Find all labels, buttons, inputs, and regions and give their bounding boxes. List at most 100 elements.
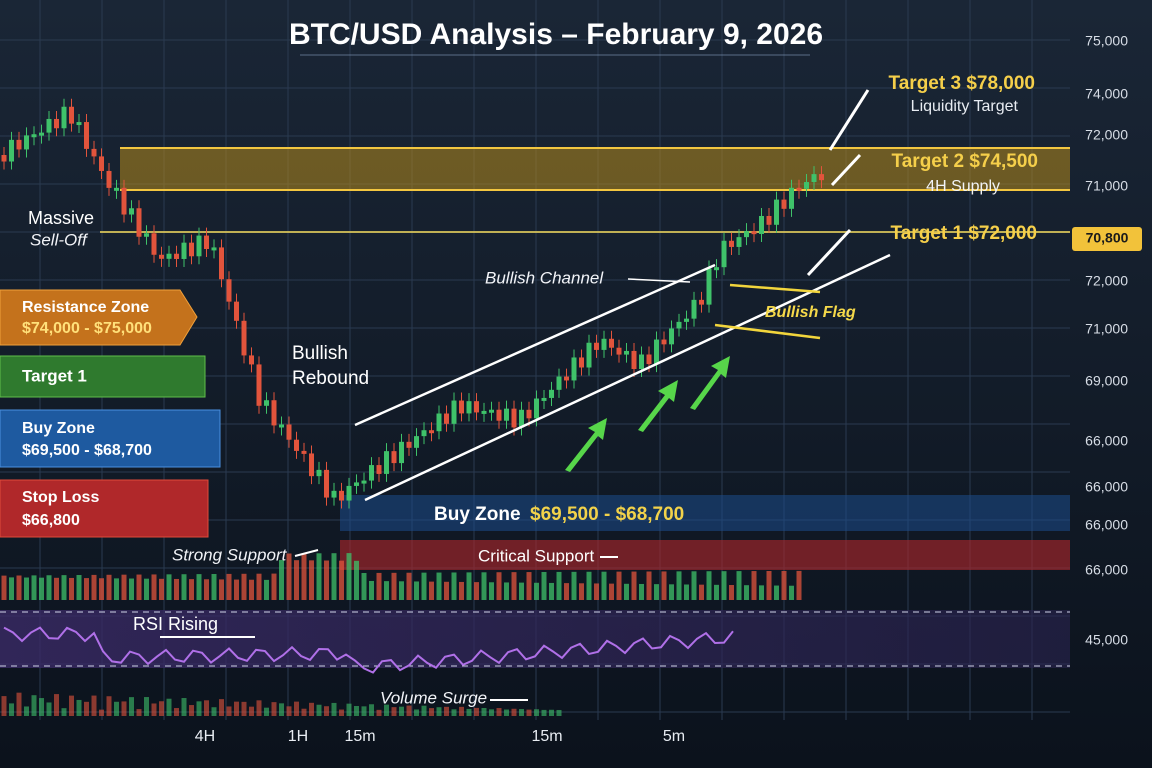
candle-body — [819, 174, 824, 181]
volume-bar — [76, 699, 82, 716]
volume-bar — [534, 582, 539, 600]
volume-bar — [466, 572, 472, 600]
candle-body — [354, 482, 359, 486]
volume-bar — [279, 560, 284, 600]
volume-bar — [159, 701, 164, 716]
volume-bar — [541, 709, 547, 716]
candle-body — [121, 187, 127, 215]
volume-bar — [481, 572, 487, 600]
volume-bar — [234, 579, 239, 600]
candle-body — [181, 242, 187, 259]
volume-bar — [526, 572, 532, 600]
candle-body — [219, 247, 224, 280]
candle-body — [316, 469, 322, 477]
volume-bar — [519, 709, 524, 716]
candle-body — [346, 485, 352, 501]
candle-body — [669, 328, 674, 345]
candle-body — [331, 490, 337, 498]
timeframe: 15m — [344, 728, 375, 745]
target-label: Target 1 $72,000 — [891, 223, 1037, 244]
volume-bar — [166, 574, 172, 600]
volume-bar — [249, 706, 254, 716]
price-label: 71,000 — [1085, 178, 1128, 194]
price-label: 69,000 — [1085, 373, 1128, 389]
candle-body — [99, 156, 104, 171]
volume-bar — [76, 575, 82, 600]
candle-body — [294, 439, 299, 451]
panel-range: $69,500 - $68,700 — [22, 442, 152, 459]
volume-bar — [624, 583, 629, 600]
candle-body — [309, 453, 314, 477]
volume-bar — [346, 703, 352, 716]
volume-bar — [414, 581, 419, 600]
candle-body — [144, 233, 149, 237]
candle-body — [376, 465, 382, 474]
volume-bar — [384, 581, 389, 600]
target-note: Liquidity Target — [911, 98, 1019, 115]
volume-bar — [354, 560, 359, 600]
candle-body — [736, 237, 742, 247]
candle-body — [594, 342, 599, 350]
timeframe: 5m — [663, 728, 685, 745]
candle-body — [271, 400, 277, 426]
candle-body — [526, 409, 532, 419]
volume-bar — [744, 585, 749, 600]
candle-body — [721, 240, 727, 268]
candle-body — [759, 215, 764, 234]
volume — [1, 553, 802, 716]
volume-bar — [429, 708, 434, 716]
candle-body — [691, 299, 697, 319]
volume-bar — [91, 695, 97, 716]
volume-bar — [421, 572, 427, 600]
candle-body — [129, 208, 134, 215]
candles — [1, 98, 824, 509]
volume-bar — [474, 707, 479, 716]
volume-bar — [54, 577, 59, 600]
volume-bar — [84, 701, 89, 716]
candle-body — [31, 134, 37, 138]
candle-body — [46, 118, 52, 133]
annotation: Bullish Flag — [765, 304, 856, 321]
volume-bar — [16, 692, 22, 716]
volume-bar — [84, 578, 89, 600]
volume-bar — [46, 702, 52, 716]
candle-body — [399, 441, 404, 464]
volume-bar — [189, 579, 194, 600]
volume-bar — [661, 571, 667, 600]
candle-body — [16, 139, 22, 150]
volume-bar — [646, 571, 652, 600]
candle-body — [601, 338, 607, 350]
volume-bar — [316, 553, 322, 600]
candle-body — [54, 118, 59, 129]
volume-bar — [31, 695, 37, 716]
annotation: Strong Support — [172, 545, 288, 564]
volume-bar — [444, 581, 449, 600]
volume-bar — [361, 573, 367, 600]
candle-body — [391, 451, 397, 464]
volume-bar — [504, 709, 509, 716]
volume-bar — [414, 709, 419, 716]
volume-bar — [39, 577, 44, 600]
buy-zone-range: $69,500 - $68,700 — [530, 504, 684, 525]
volume-bar — [714, 584, 719, 600]
volume-bar — [151, 574, 157, 600]
annotation: Rebound — [292, 368, 369, 389]
volume-bar — [489, 582, 494, 600]
annotation: Sell-Off — [30, 230, 89, 249]
volume-bar — [759, 585, 764, 600]
volume-bar — [181, 698, 187, 716]
volume-bar — [789, 585, 794, 600]
candle-body — [451, 400, 457, 424]
volume-bar — [196, 574, 202, 600]
volume-bar — [204, 700, 209, 716]
candle-body — [174, 253, 179, 259]
candle-body — [474, 401, 479, 413]
volume-bar — [129, 578, 134, 600]
buy-zone-label: Buy Zone — [434, 504, 521, 525]
candle-body — [646, 354, 652, 365]
volume-bar — [301, 553, 307, 600]
candle-body — [196, 235, 202, 257]
flag-line — [729, 283, 821, 294]
panel — [0, 355, 206, 398]
volume-bar — [294, 560, 299, 600]
